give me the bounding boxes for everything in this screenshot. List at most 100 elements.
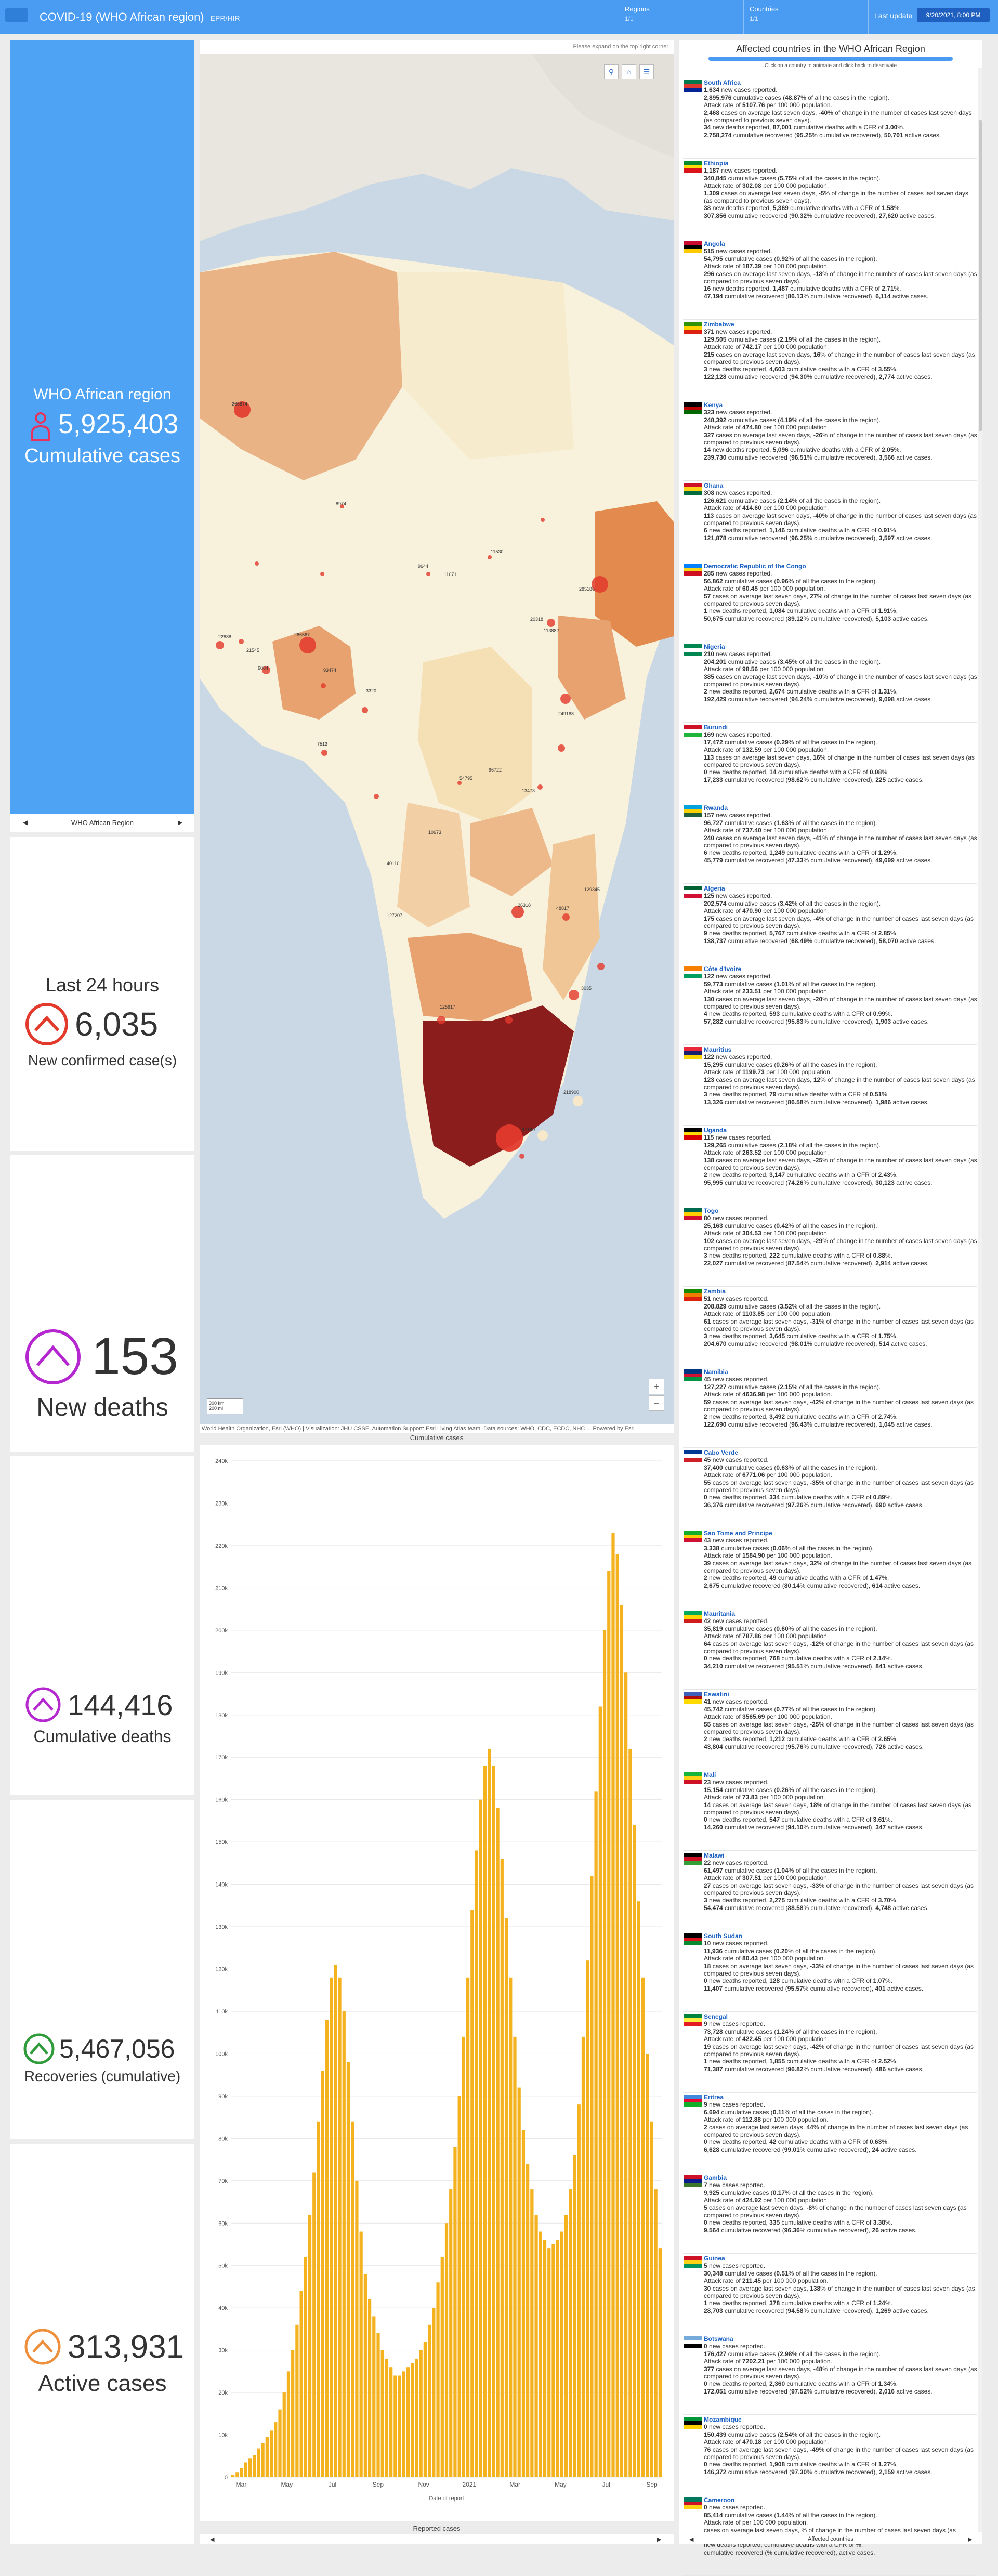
chart-bar[interactable] — [633, 1825, 636, 2477]
chart-bar[interactable] — [620, 1604, 624, 2477]
country-item[interactable]: Democratic Republic of the Congo 285 new … — [683, 561, 977, 642]
chart-bar[interactable] — [539, 2231, 542, 2477]
chart-bar[interactable] — [577, 2104, 581, 2477]
chart-bar[interactable] — [389, 2367, 393, 2477]
chart-bar[interactable] — [611, 1533, 615, 2477]
list-next-icon[interactable]: ▶ — [968, 2536, 973, 2543]
chart-bar[interactable] — [372, 2316, 376, 2477]
chart-bar[interactable] — [462, 2036, 465, 2477]
country-item[interactable]: Guinea 5 new cases reported. 30,348 cumula… — [683, 2254, 977, 2334]
chart-bar[interactable] — [321, 2071, 324, 2477]
country-item[interactable]: Uganda 115 new cases reported. 129,265 cum… — [683, 1126, 977, 1206]
chart-bar[interactable] — [624, 1672, 628, 2477]
chart-bar[interactable] — [517, 2087, 521, 2477]
country-item[interactable]: Mauritania 42 new cases reported. 35,819 c… — [683, 1609, 977, 1690]
chart-bar[interactable] — [428, 2324, 431, 2477]
country-item[interactable]: Burundi 169 new cases reported. 17,472 cum… — [683, 723, 977, 803]
chart-bar[interactable] — [295, 2324, 299, 2477]
scrollbar-thumb[interactable] — [979, 120, 982, 431]
countries-list-scrollbar[interactable] — [978, 68, 982, 2532]
chart-bar[interactable] — [628, 1748, 632, 2477]
chart-bar[interactable] — [440, 2257, 444, 2477]
chart-bar[interactable] — [560, 2231, 563, 2477]
chart-bar[interactable] — [432, 2308, 436, 2477]
chart-bar[interactable] — [547, 2248, 551, 2477]
country-item[interactable]: Côte d'Ivoire 122 new cases reported. 59,7… — [683, 964, 977, 1045]
chart-bar[interactable] — [376, 2333, 380, 2477]
chart-bar[interactable] — [500, 1859, 504, 2477]
chart-bar[interactable] — [359, 2231, 363, 2477]
country-item[interactable]: Zimbabwe 371 new cases reported. 129,505 c… — [683, 320, 977, 400]
chart-bar[interactable] — [521, 2130, 526, 2477]
chart-next-icon[interactable]: ▶ — [657, 2536, 662, 2543]
country-item[interactable]: Rwanda 157 new cases reported. 96,727 cumu… — [683, 803, 977, 884]
list-prev-icon[interactable]: ◀ — [689, 2536, 694, 2543]
chart-bar[interactable] — [325, 2020, 329, 2477]
chart-bar[interactable] — [564, 2214, 568, 2477]
chart-bar[interactable] — [282, 2392, 286, 2477]
country-item[interactable]: Mauritius 122 new cases reported. 15,295 c… — [683, 1045, 977, 1126]
country-item[interactable]: Angola 515 new cases reported. 54,795 cumu… — [683, 239, 977, 320]
country-item[interactable]: Gambia 7 new cases reported. 9,925 cumulat… — [683, 2173, 977, 2254]
chart-bar[interactable] — [496, 1808, 500, 2477]
chart-bar[interactable] — [551, 2244, 555, 2477]
chart-bar[interactable] — [308, 2214, 312, 2477]
chart-bar[interactable] — [304, 2257, 307, 2477]
country-item[interactable]: Malawi 22 new cases reported. 61,497 cumul… — [683, 1851, 977, 1931]
country-item[interactable]: Algeria 125 new cases reported. 202,574 cu… — [683, 884, 977, 964]
chart-bar[interactable] — [261, 2443, 265, 2477]
country-item[interactable]: Nigeria 210 new cases reported. 204,201 cu… — [683, 642, 977, 723]
chart-bar[interactable] — [338, 1977, 342, 2477]
chart-bar[interactable] — [419, 2350, 423, 2477]
country-item[interactable]: Ghana 308 new cases reported. 126,621 cumu… — [683, 481, 977, 561]
chart-prev-icon[interactable]: ◀ — [210, 2536, 215, 2543]
country-item[interactable]: Sao Tome and Principe 43 new cases report… — [683, 1528, 977, 1609]
pager-prev-icon[interactable]: ◀ — [23, 819, 28, 826]
chart-bar[interactable] — [330, 1977, 333, 2477]
chart-bar[interactable] — [398, 2375, 401, 2478]
country-item[interactable]: Botswana 0 new cases reported. 176,427 cum… — [683, 2334, 977, 2415]
chart-bar[interactable] — [291, 2350, 295, 2477]
map-search-button[interactable]: ⚲ — [604, 64, 619, 79]
country-item[interactable]: South Sudan 10 new cases reported. 11,936 … — [683, 1931, 977, 2012]
chart-bar[interactable] — [265, 2437, 269, 2477]
chart-bar[interactable] — [269, 2430, 273, 2477]
chart-bar[interactable] — [380, 2350, 384, 2477]
chart-bar[interactable] — [346, 2062, 350, 2477]
chart-bar[interactable] — [586, 1960, 589, 2477]
chart-bar[interactable] — [513, 2036, 517, 2477]
chart-bar[interactable] — [402, 2371, 405, 2477]
chart-bar[interactable] — [556, 2240, 559, 2477]
chart-bar[interactable] — [231, 2475, 235, 2477]
chart-bar[interactable] — [235, 2472, 239, 2477]
chart-bar[interactable] — [615, 1554, 619, 2477]
chart-bar[interactable] — [646, 2054, 649, 2477]
countries-selector[interactable]: Countries 1/1 — [750, 5, 779, 22]
country-item[interactable]: Zambia 51 new cases reported. 208,829 cumu… — [683, 1287, 977, 1367]
zoom-out-button[interactable]: − — [649, 1395, 664, 1411]
country-item[interactable]: Cabo Verde 45 new cases reported. 37,400 c… — [683, 1448, 977, 1528]
map-canvas[interactable]: 265874 266567 8974 9644 22888 21545 3320 93474 1… — [200, 54, 674, 1424]
chart-bar[interactable] — [607, 1571, 611, 2477]
chart-bar[interactable] — [253, 2455, 256, 2477]
chart-bar[interactable] — [257, 2448, 260, 2477]
chart-bar[interactable] — [509, 1977, 513, 2477]
chart-bar[interactable] — [470, 1910, 474, 2477]
chart-bar[interactable] — [573, 2155, 576, 2477]
chart-bar[interactable] — [449, 2189, 453, 2477]
chart-bar[interactable] — [453, 2147, 457, 2477]
chart-bar[interactable] — [423, 2342, 427, 2477]
chart-bar[interactable] — [483, 1766, 487, 2478]
chart-bar[interactable] — [479, 1799, 482, 2477]
chart-bar[interactable] — [278, 2409, 282, 2477]
chart-bar[interactable] — [581, 2036, 585, 2477]
country-item[interactable]: South Africa 1,634 new cases reported. 2,8… — [683, 78, 977, 159]
chart-bar[interactable] — [475, 1850, 478, 2477]
chart-bar[interactable] — [355, 2180, 359, 2477]
chart-bar[interactable] — [274, 2422, 278, 2477]
chart-bar[interactable] — [530, 2189, 534, 2477]
chart-bar[interactable] — [543, 2240, 547, 2477]
chart-bar[interactable] — [488, 1748, 491, 2477]
regions-selector[interactable]: Regions 1/1 — [625, 5, 650, 22]
chart-bar[interactable] — [351, 2121, 354, 2477]
